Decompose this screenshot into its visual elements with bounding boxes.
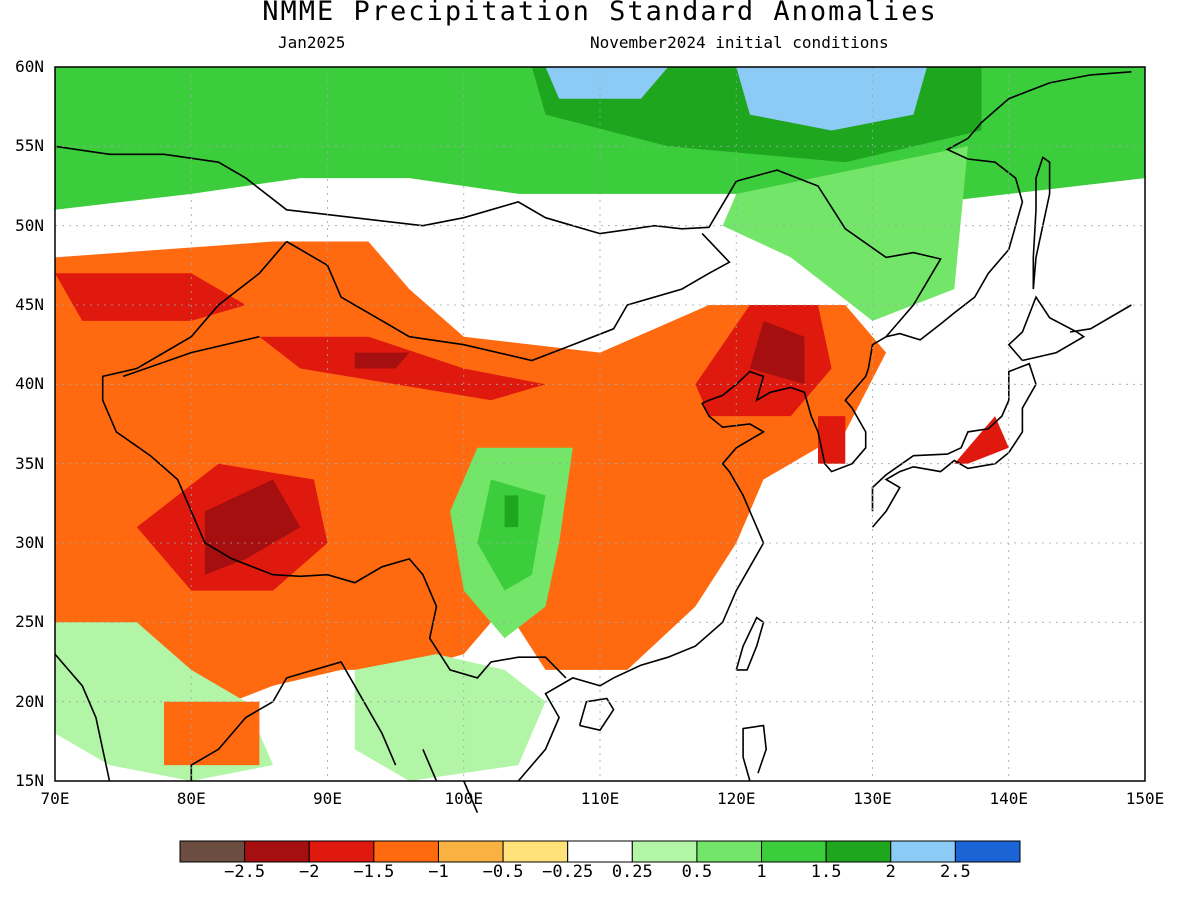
- coastline-10: [742, 724, 768, 782]
- anomaly-region-india-dry: [164, 701, 260, 766]
- anomaly-region-ne-china-dark: [749, 320, 805, 385]
- coastline-14: [286, 233, 731, 362]
- colorbar-label: −2.5: [224, 862, 266, 882]
- initial-conditions: November2024 initial conditions: [590, 33, 889, 52]
- colorbar-swatch: [696, 840, 763, 863]
- colorbar-label: 0.25: [611, 862, 653, 882]
- colorbar-label: −1: [428, 862, 449, 882]
- gridlines: [55, 67, 1145, 781]
- anomaly-region-tibet-dark: [204, 479, 301, 575]
- lat-label: 50N: [15, 215, 44, 235]
- coastline-0: [54, 653, 111, 782]
- anomaly-region-siberia-blue-1: [736, 67, 927, 131]
- lon-label: 120E: [716, 789, 756, 808]
- anomaly-region-tarim-red: [259, 336, 546, 401]
- lat-label: 20N: [15, 691, 44, 711]
- anomaly-region-korea-red: [818, 416, 846, 464]
- coastline-9: [578, 697, 615, 732]
- coastline-15: [122, 335, 260, 378]
- lat-label: 45N: [15, 295, 44, 314]
- lat-label: 15N: [15, 771, 44, 790]
- lon-label: 150E: [1125, 789, 1165, 808]
- colorbar-label: −2: [298, 862, 320, 882]
- coastline-13: [101, 240, 567, 679]
- colorbar-swatch: [502, 840, 569, 863]
- lon-label: 110E: [580, 789, 620, 808]
- coastline-2: [422, 748, 438, 782]
- lat-label: 40N: [15, 374, 44, 394]
- coastline-12: [54, 145, 942, 338]
- lat-label: 60N: [15, 57, 44, 76]
- anomaly-region-japan-red: [954, 416, 1009, 464]
- anomaly-region-kazakh-red: [55, 273, 246, 321]
- coastline-11: [1069, 304, 1132, 333]
- map-title: NMME Precipitation Standard Anomalies: [262, 0, 938, 27]
- lon-label: 100E: [444, 789, 484, 808]
- colorbar-swatch: [631, 840, 698, 863]
- colorbar-swatch: [890, 840, 956, 863]
- coastline-6: [1007, 295, 1086, 362]
- colorbar: [179, 840, 1021, 863]
- coastline-4: [517, 71, 1132, 782]
- lon-label: 90E: [313, 789, 342, 808]
- colorbar-label: −0.5: [482, 862, 524, 882]
- lon-label: 130E: [853, 789, 892, 808]
- lon-label: 80E: [176, 789, 206, 808]
- colorbar-label: 2.5: [940, 862, 971, 882]
- anomaly-region-sichuan-green-inner: [477, 479, 546, 591]
- lon-label: 140E: [989, 789, 1029, 808]
- colorbar-label: −1.5: [353, 862, 395, 882]
- colorbar-label: 1: [756, 862, 767, 882]
- map-frame: [54, 66, 1146, 782]
- coastline-3: [463, 780, 479, 814]
- colorbar-label: 2: [885, 862, 896, 882]
- coastline-5: [871, 362, 1037, 528]
- colorbar-label: 1.5: [810, 862, 842, 882]
- anomaly-region-tarim-dark: [354, 352, 410, 369]
- colorbar-label: 0.5: [681, 862, 713, 882]
- anomaly-region-siberia-blue-2: [545, 67, 669, 99]
- anomaly-region-sichuan-blue: [504, 495, 519, 528]
- anomaly-region-south-green: [354, 654, 546, 781]
- colorbar-swatch: [373, 840, 439, 863]
- colorbar-swatch: [825, 840, 892, 863]
- coastline-7: [1032, 156, 1051, 290]
- colorbar-swatch: [761, 840, 827, 863]
- colorbar-swatch: [954, 840, 1021, 863]
- lat-label: 55N: [15, 136, 44, 156]
- colorbar-swatch: [567, 840, 633, 863]
- colorbar-swatch: [244, 840, 310, 863]
- lat-label: 35N: [15, 453, 44, 473]
- lon-label: 70E: [40, 789, 70, 808]
- forecast-month: Jan2025: [278, 33, 346, 52]
- colorbar-label: −0.25: [542, 862, 594, 882]
- colorbar-swatch: [179, 840, 246, 863]
- lat-label: 30N: [15, 533, 44, 552]
- anomaly-region-far-east-green: [722, 146, 968, 321]
- colorbar-swatch: [437, 840, 504, 863]
- colorbar-swatch: [308, 840, 375, 863]
- lat-label: 25N: [15, 612, 44, 632]
